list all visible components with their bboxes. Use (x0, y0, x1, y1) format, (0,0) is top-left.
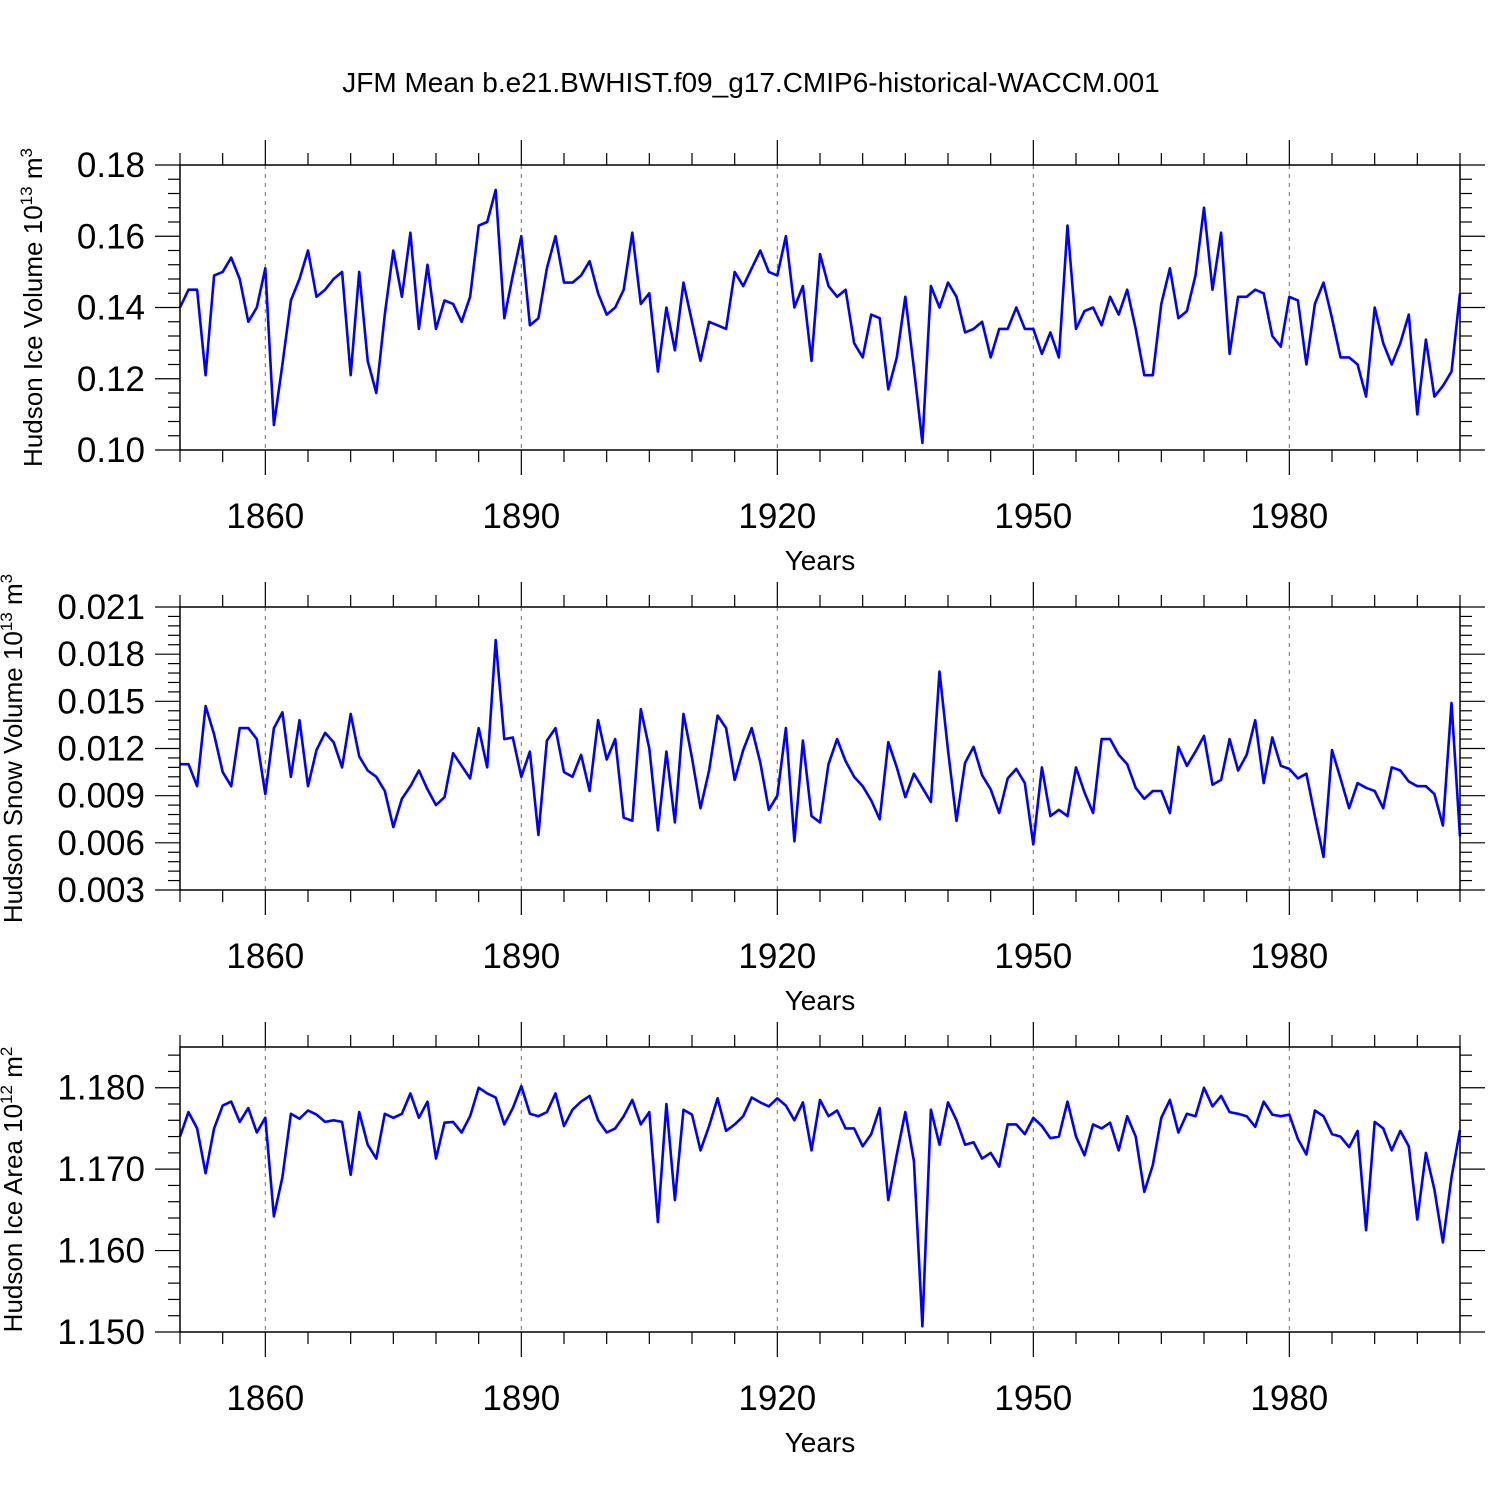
y-tick-label: 0.015 (57, 682, 145, 721)
y-axis-label: Hudson Ice Volume 1013 m3 (17, 148, 48, 467)
x-tick-label: 1950 (994, 497, 1072, 536)
y-axis-label-superscript: 12 (0, 1085, 16, 1104)
x-axis-label: Years (785, 1427, 856, 1458)
y-tick-label: 1.170 (57, 1150, 145, 1189)
y-tick-label: 0.003 (57, 871, 145, 910)
x-tick-label: 1980 (1250, 937, 1328, 976)
y-axis-label-part: Hudson Snow Volume 10 (0, 631, 28, 923)
y-tick-label: 0.10 (77, 431, 145, 470)
y-tick-label: 1.160 (57, 1232, 145, 1271)
y-tick-label: 1.150 (57, 1313, 145, 1352)
plot-frame (179, 606, 1461, 891)
x-axis-label: Years (785, 985, 856, 1016)
x-tick-label: 1890 (482, 1379, 560, 1418)
y-tick-label: 1.180 (57, 1069, 145, 1108)
y-tick-label: 0.018 (57, 635, 145, 674)
y-axis-label-part: m (0, 583, 28, 612)
panel-ice-area: 1860 1890 1920 1950 1980 1.150 1.160 1.170 1.180… (0, 1022, 1485, 1458)
y-tick-label: 0.16 (77, 217, 145, 256)
y-axis-label: Hudson Snow Volume 1013 m3 (0, 574, 28, 923)
x-axis-label: Years (785, 545, 856, 576)
plot-frame (179, 1046, 1461, 1333)
figure-title: JFM Mean b.e21.BWHIST.f09_g17.CMIP6-hist… (342, 67, 1159, 98)
x-tick-label: 1980 (1250, 497, 1328, 536)
y-axis-label-part: Hudson Ice Area 10 (0, 1104, 28, 1332)
plot-frame (179, 164, 1461, 451)
x-tick-label: 1950 (994, 1379, 1072, 1418)
y-tick-label: 0.012 (57, 730, 145, 769)
y-tick-label: 0.009 (57, 777, 145, 816)
y-axis-label-superscript: 3 (17, 148, 36, 157)
data-series-line (178, 188, 1462, 445)
panel-ice-volume: 1860 1890 1920 1950 1980 0.10 0.12 0.14 0.16 0.18… (17, 140, 1485, 576)
y-axis-label-part: m (0, 1056, 28, 1085)
data-series-line (180, 638, 1462, 859)
x-tick-label: 1920 (738, 937, 816, 976)
y-axis-label-superscript: 13 (0, 612, 16, 631)
y-axis-label: Hudson Ice Area 1012 m2 (0, 1047, 28, 1333)
panel-snow-volume: 1860 1890 1920 1950 1980 0.003 0.006 0.009 0.012… (0, 574, 1485, 1016)
x-tick-label: 1980 (1250, 1379, 1328, 1418)
x-tick-label: 1890 (482, 937, 560, 976)
x-tick-label: 1920 (738, 497, 816, 536)
x-tick-label: 1860 (226, 937, 304, 976)
x-tick-label: 1890 (482, 497, 560, 536)
y-axis-label-superscript: 13 (17, 186, 36, 205)
y-axis-label-superscript: 2 (0, 1047, 16, 1056)
data-series-line (178, 1084, 1462, 1328)
x-tick-label: 1950 (994, 937, 1072, 976)
y-axis-label-part: Hudson Ice Volume 10 (18, 205, 48, 467)
y-tick-label: 0.14 (77, 289, 145, 328)
y-tick-label: 0.12 (77, 360, 145, 399)
y-tick-label: 0.18 (77, 146, 145, 185)
y-axis-label-superscript: 3 (0, 574, 16, 583)
x-tick-label: 1860 (226, 497, 304, 536)
x-tick-label: 1860 (226, 1379, 304, 1418)
x-tick-label: 1920 (738, 1379, 816, 1418)
y-tick-label: 0.021 (57, 588, 145, 627)
y-axis-label-part: m (18, 158, 48, 187)
y-tick-label: 0.006 (57, 824, 145, 863)
